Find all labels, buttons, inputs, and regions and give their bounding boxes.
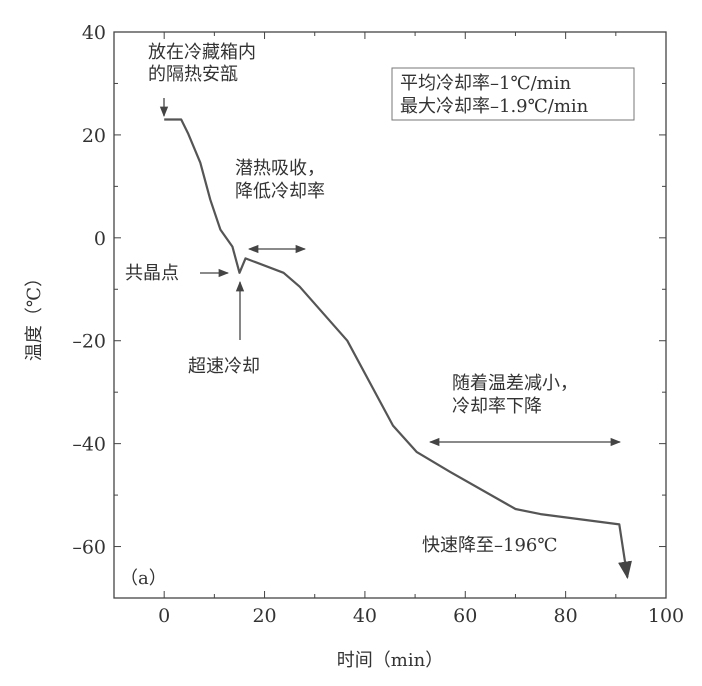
tick-labels: 0 20 40 60 80 100 40 20 0 –20 –40 –60 (72, 22, 684, 627)
annotation-eutectic: 共晶点 (125, 263, 230, 284)
y-tick-label: 20 (82, 125, 106, 147)
svg-text:随着温差减小，: 随着温差减小， (452, 373, 578, 394)
svg-text:超速冷却: 超速冷却 (188, 356, 260, 377)
y-tick-label: 40 (82, 22, 106, 44)
y-tick-label: –60 (72, 537, 106, 559)
svg-text:潜热吸收，: 潜热吸收， (235, 158, 325, 179)
legend-avg-rate: 平均冷却率–1℃/min (400, 73, 571, 94)
legend-box: 平均冷却率–1℃/min 最大冷却率–1.9℃/min (391, 67, 635, 121)
svg-text:降低冷却率: 降低冷却率 (235, 181, 325, 202)
annotation-decline: 随着温差减小， 冷却率下降 (428, 373, 622, 447)
annotation-start: 放在冷藏箱内 的隔热安瓿 (148, 42, 256, 118)
x-tick-label: 60 (453, 605, 477, 627)
y-tick-label: 0 (94, 228, 106, 250)
x-tick-label: 80 (554, 605, 578, 627)
svg-text:放在冷藏箱内: 放在冷藏箱内 (148, 42, 256, 63)
y-tick-label: –20 (72, 331, 106, 353)
plot-frame (113, 31, 667, 599)
x-tick-label: 40 (353, 605, 377, 627)
annotation-latent-heat: 潜热吸收， 降低冷却率 (235, 158, 325, 254)
annotation-supercool: 超速冷却 (188, 280, 260, 377)
y-tick-label: –40 (72, 434, 106, 456)
panel-label: （a） (120, 568, 167, 589)
x-tick-label: 100 (648, 605, 684, 627)
svg-text:冷却率下降: 冷却率下降 (452, 396, 542, 417)
svg-text:的隔热安瓿: 的隔热安瓿 (148, 64, 238, 85)
temperature-curve (164, 118, 632, 580)
svg-text:共晶点: 共晶点 (125, 263, 179, 284)
x-tick-label: 20 (252, 605, 276, 627)
x-axis-label: 时间（min） (337, 650, 443, 671)
x-tick-label: 0 (158, 605, 170, 627)
y-axis-label: 温度（℃） (24, 269, 45, 361)
legend-max-rate: 最大冷却率–1.9℃/min (400, 96, 589, 117)
annotation-plunge: 快速降至–196℃ (422, 535, 558, 556)
axes (113, 31, 667, 599)
